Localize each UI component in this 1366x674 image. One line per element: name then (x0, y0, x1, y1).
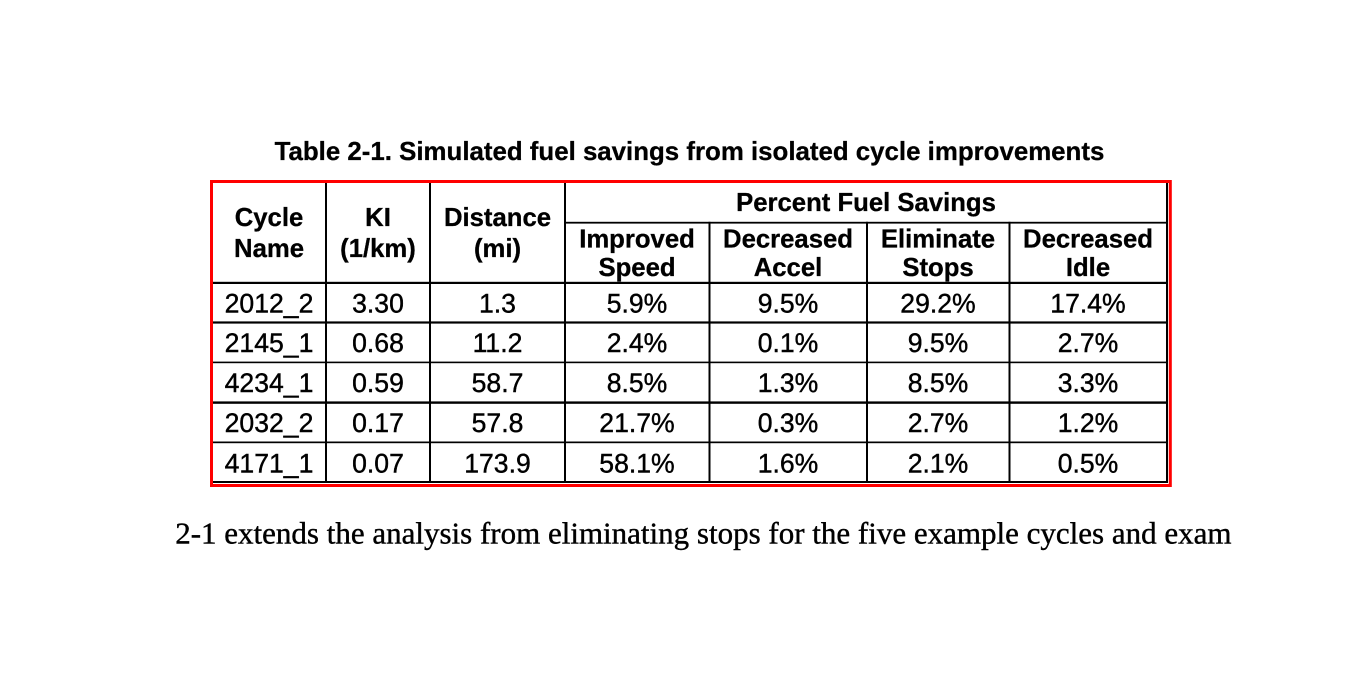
svg-text:2.7%: 2.7% (908, 408, 969, 438)
svg-text:29.2%: 29.2% (900, 288, 975, 318)
svg-text:Table 2-1. Simulated fuel savi: Table 2-1. Simulated fuel savings from i… (275, 138, 1105, 166)
svg-text:Decreased: Decreased (723, 226, 853, 254)
svg-text:17.4%: 17.4% (1050, 288, 1125, 318)
svg-text:3.3%: 3.3% (1058, 368, 1119, 398)
svg-text:57.8: 57.8 (472, 408, 524, 438)
svg-text:9.5%: 9.5% (758, 288, 819, 318)
svg-text:Name: Name (234, 235, 304, 263)
svg-text:2.4%: 2.4% (607, 328, 668, 358)
svg-text:2145_1: 2145_1 (225, 328, 314, 358)
svg-text:Percent Fuel Savings: Percent Fuel Savings (736, 189, 996, 217)
svg-text:1.2%: 1.2% (1058, 408, 1119, 438)
svg-text:0.07: 0.07 (352, 448, 404, 478)
svg-text:Eliminate: Eliminate (881, 226, 995, 254)
svg-text:0.59: 0.59 (352, 368, 404, 398)
svg-text:58.7: 58.7 (472, 368, 524, 398)
svg-text:0.68: 0.68 (352, 328, 404, 358)
svg-text:4171_1: 4171_1 (225, 448, 314, 478)
svg-text:Stops: Stops (902, 254, 973, 282)
svg-text:Decreased: Decreased (1023, 226, 1153, 254)
svg-text:11.2: 11.2 (473, 328, 523, 358)
svg-text:8.5%: 8.5% (908, 368, 969, 398)
svg-text:0.3%: 0.3% (758, 408, 819, 438)
svg-text:1.6%: 1.6% (758, 448, 819, 478)
svg-text:2012_2: 2012_2 (225, 288, 314, 318)
svg-text:Cycle: Cycle (235, 204, 304, 232)
svg-text:173.9: 173.9 (464, 448, 531, 478)
svg-text:(1/km): (1/km) (340, 235, 416, 263)
svg-text:1.3: 1.3 (479, 288, 516, 318)
svg-text:58.1%: 58.1% (599, 448, 674, 478)
svg-text:0.1%: 0.1% (758, 328, 819, 358)
svg-text:9.5%: 9.5% (908, 328, 969, 358)
svg-text:Distance: Distance (444, 204, 551, 232)
svg-text:Speed: Speed (598, 254, 675, 282)
svg-text:(mi): (mi) (474, 235, 521, 263)
svg-text:0.5%: 0.5% (1058, 448, 1119, 478)
svg-text:2.1%: 2.1% (908, 448, 969, 478)
svg-text:Accel: Accel (754, 254, 823, 282)
svg-text:2032_2: 2032_2 (225, 408, 314, 438)
svg-text:1.3%: 1.3% (758, 368, 819, 398)
svg-text:3.30: 3.30 (352, 288, 404, 318)
svg-text:21.7%: 21.7% (599, 408, 674, 438)
svg-text:2-1 extends the analysis from: 2-1 extends the analysis from eliminatin… (175, 516, 1231, 551)
svg-text:Improved: Improved (579, 226, 695, 254)
svg-text:5.9%: 5.9% (607, 288, 668, 318)
svg-text:8.5%: 8.5% (607, 368, 668, 398)
svg-text:4234_1: 4234_1 (225, 368, 314, 398)
svg-text:Idle: Idle (1066, 254, 1110, 282)
svg-text:2.7%: 2.7% (1058, 328, 1119, 358)
svg-text:KI: KI (365, 204, 391, 232)
svg-text:0.17: 0.17 (352, 408, 404, 438)
